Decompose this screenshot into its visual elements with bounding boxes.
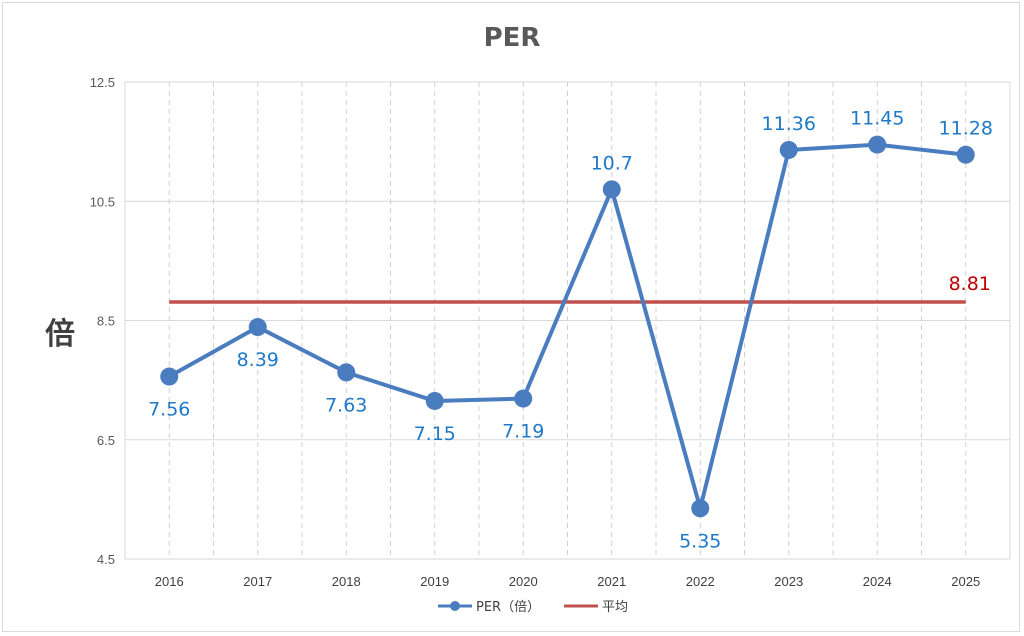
per-data-label: 5.35: [679, 530, 721, 552]
legend: PER（倍） 平均: [438, 600, 628, 615]
per-data-label: 7.63: [325, 394, 367, 416]
y-tick-label: 12.5: [90, 75, 115, 90]
per-data-label: 7.56: [148, 399, 190, 421]
per-line: [168, 142, 966, 511]
x-axis-ticks: 2016 2017 2018 2019 2020 2021 2022 2023 2024 2025: [155, 574, 980, 589]
chart-title: PER: [484, 23, 541, 53]
per-point: [602, 180, 621, 199]
per-point: [337, 363, 356, 382]
x-tick-label: 2021: [597, 574, 626, 589]
x-tick-label: 2017: [243, 574, 272, 589]
x-tick-label: 2022: [686, 574, 715, 589]
per-point: [779, 140, 798, 159]
y-tick-label: 4.5: [97, 552, 115, 567]
per-data-label: 8.39: [237, 349, 279, 371]
x-tick-label: 2025: [951, 574, 980, 589]
y-tick-label: 10.5: [90, 194, 115, 209]
grid-layer: [125, 81, 1010, 560]
x-tick-label: 2023: [774, 574, 803, 589]
per-point: [514, 389, 533, 408]
x-tick-label: 2020: [509, 574, 538, 589]
data-labels: 7.56 8.39 7.63 7.15 7.19 10.7 5.35 11.36 11.45 11…: [148, 108, 993, 553]
per-point: [691, 499, 710, 518]
y-axis-label: 倍: [45, 317, 75, 352]
x-tick-label: 2019: [420, 574, 449, 589]
average-label: 8.81: [949, 273, 991, 295]
per-data-label: 7.19: [502, 421, 544, 443]
x-tick-label: 2016: [155, 574, 184, 589]
per-data-label: 10.7: [591, 152, 633, 174]
per-data-label: 11.36: [762, 113, 816, 135]
per-point: [160, 367, 179, 386]
y-tick-label: 6.5: [97, 433, 115, 448]
per-point: [248, 318, 267, 337]
legend-label-per: PER（倍）: [476, 600, 540, 615]
per-data-label: 11.28: [939, 118, 993, 140]
x-tick-label: 2018: [332, 574, 361, 589]
x-tick-label: 2024: [863, 574, 892, 589]
legend-label-average: 平均: [602, 600, 628, 615]
y-axis-ticks: 4.5 6.5 8.5 10.5 12.5: [90, 75, 115, 567]
per-point: [425, 391, 444, 410]
per-point: [868, 135, 887, 154]
per-series: [160, 135, 975, 518]
per-data-label: 11.45: [850, 108, 904, 130]
per-point: [956, 145, 975, 164]
y-tick-label: 8.5: [97, 314, 115, 329]
legend-marker-per: [450, 601, 460, 611]
per-data-label: 7.15: [414, 423, 456, 445]
average-series: 8.81: [169, 273, 991, 304]
